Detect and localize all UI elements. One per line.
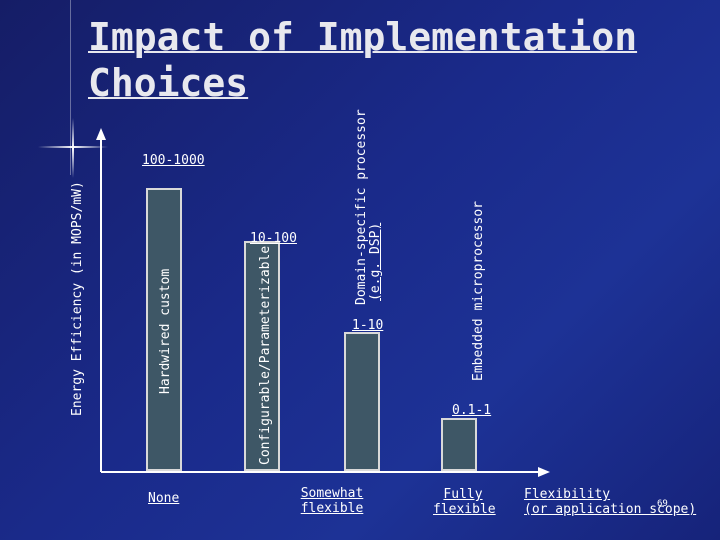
x-tick-fully-line1: Fully	[443, 487, 483, 502]
slide-title-line2: Choices	[88, 61, 249, 105]
decorative-stripe	[70, 0, 71, 175]
bar-embedded-microprocessor	[441, 418, 477, 471]
y-axis-label: Energy Efficiency (in MOPS/mW)	[70, 181, 85, 416]
x-tick-somewhat-flexible: Somewhat flexible	[292, 486, 372, 516]
slide-title: Impact of Implementation Choices	[88, 14, 688, 106]
x-axis-label-line2: (or application scope)	[524, 502, 697, 517]
category-label-domain-line1: Domain-specific processor	[354, 109, 369, 305]
category-label-embedded: Embedded microprocessor	[471, 200, 486, 381]
x-axis-label-line1: Flexibility	[524, 487, 611, 502]
x-tick-none: None	[148, 491, 180, 506]
value-label-embedded: 0.1-1	[452, 403, 492, 418]
category-label-configurable: Configurable/Parameterizable	[258, 245, 273, 465]
x-tick-fully-flexible: Fully flexible	[433, 487, 496, 517]
slide-title-line1: Impact of Implementation	[88, 15, 638, 59]
value-label-configurable: 10-100	[250, 231, 297, 246]
bar-configurable	[244, 241, 280, 471]
category-label-hardwired: Hardwired custom	[158, 268, 173, 394]
category-label-domain-line2: (e.g. DSP)	[368, 222, 383, 301]
x-tick-somewhat-line1: Somewhat	[300, 486, 364, 501]
x-tick-fully-line2: flexible	[433, 502, 496, 517]
y-axis-arrow	[96, 128, 106, 140]
bar-hardwired-custom	[146, 188, 182, 471]
page-number: 69	[657, 499, 668, 509]
x-tick-somewhat-line2: flexible	[300, 501, 364, 516]
value-label-hardwired: 100-1000	[142, 153, 205, 168]
bar-domain-specific	[344, 332, 380, 471]
x-axis-label: Flexibility (or application scope)	[524, 487, 696, 517]
sparkle-decoration-vertical	[72, 118, 74, 178]
x-axis-arrow	[538, 467, 550, 477]
value-label-domain-specific: 1-10	[352, 318, 384, 333]
